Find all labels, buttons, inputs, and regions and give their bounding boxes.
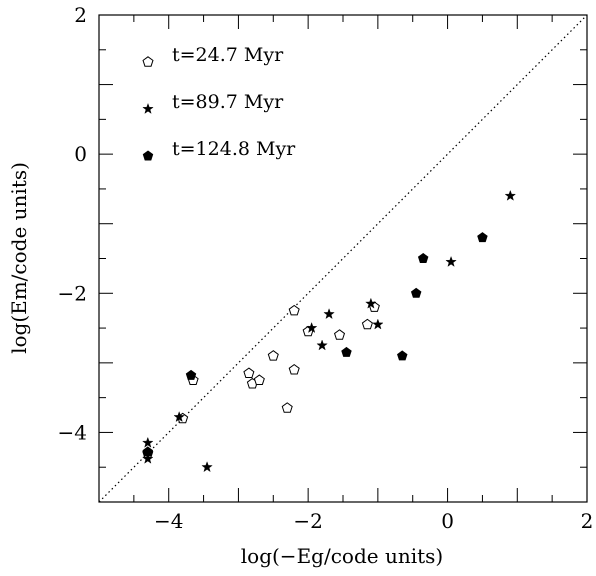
data-point-star (316, 339, 328, 351)
x-tick-label: −2 (293, 509, 322, 533)
legend-label: t=24.7 Myr (172, 44, 284, 66)
legend-marker-filled-pentagon (142, 150, 154, 161)
data-point-open-pentagon (253, 374, 265, 385)
data-point-open-pentagon (267, 350, 279, 361)
data-markers (142, 189, 517, 473)
data-point-filled-pentagon (477, 232, 488, 243)
data-point-filled-pentagon (142, 446, 154, 457)
reference-line (98, 14, 588, 503)
data-point-filled-pentagon (417, 253, 429, 263)
data-point-filled-pentagon (185, 369, 197, 380)
y-tick-label: 2 (74, 3, 87, 27)
data-point-star (372, 318, 384, 330)
x-axis-label: log(−Eg/code units) (241, 544, 443, 568)
axis-ticks: −4 −2 0 2 −4 −2 0 2 (58, 3, 594, 533)
data-point-open-pentagon (288, 304, 300, 316)
y-tick-label: −4 (58, 420, 87, 444)
data-point-star (504, 189, 517, 201)
data-point-filled-pentagon (341, 346, 352, 357)
x-tick-label: −4 (154, 509, 183, 533)
legend: t=24.7 Myr t=89.7 Myr t=124.8 Myr (142, 44, 296, 161)
legend-label: t=124.8 Myr (172, 138, 296, 160)
data-point-open-pentagon (288, 363, 300, 375)
data-point-star (201, 461, 213, 473)
data-point-open-pentagon (243, 367, 255, 378)
data-point-star (173, 411, 185, 422)
data-point-star (365, 297, 377, 309)
x-tick-label: 2 (581, 509, 594, 533)
data-point-star (305, 322, 318, 333)
data-point-open-pentagon (281, 402, 293, 413)
data-point-filled-pentagon (410, 287, 422, 298)
data-point-star (323, 308, 335, 320)
y-tick-label: 0 (74, 142, 87, 166)
legend-label: t=89.7 Myr (172, 91, 284, 113)
data-point-star (445, 255, 457, 267)
plot-area (98, 14, 588, 503)
legend-marker-star (142, 103, 154, 114)
data-point-open-pentagon (333, 329, 346, 340)
data-point-filled-pentagon (397, 350, 408, 361)
y-axis-label: log(Em/code units) (7, 162, 31, 354)
y-tick-label: −2 (58, 281, 87, 305)
legend-marker-open-pentagon (142, 56, 154, 67)
data-point-open-pentagon (361, 318, 373, 330)
data-point-star (142, 436, 154, 448)
data-point-star (142, 452, 154, 464)
x-tick-label: 0 (441, 509, 454, 533)
